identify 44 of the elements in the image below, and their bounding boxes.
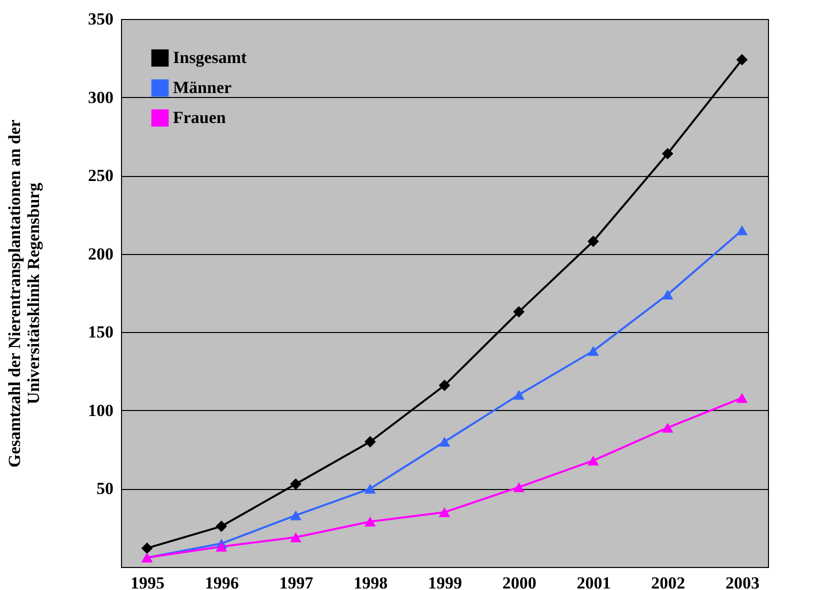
point bbox=[290, 532, 302, 542]
point bbox=[662, 290, 674, 300]
point bbox=[438, 507, 450, 518]
point bbox=[438, 380, 450, 392]
point bbox=[438, 436, 450, 447]
y-tick-label: 100 bbox=[88, 400, 114, 420]
x-tick-label: 1995 bbox=[130, 574, 165, 590]
point bbox=[513, 482, 525, 492]
x-tick-label: 2000 bbox=[502, 574, 536, 590]
x-tick-label: 1998 bbox=[354, 574, 388, 590]
y-tick-label: 150 bbox=[88, 322, 114, 342]
y-tick-label: 300 bbox=[88, 88, 114, 107]
point bbox=[364, 516, 376, 527]
y-tick-label: 350 bbox=[88, 10, 114, 28]
point bbox=[364, 436, 376, 448]
point bbox=[290, 478, 302, 490]
y-tick-label: 50 bbox=[96, 479, 114, 498]
point bbox=[662, 422, 674, 433]
x-tick-label: 1996 bbox=[204, 574, 239, 590]
y-axis-title: Gesamtzahl der Nierentransplantationen an der Universitätsklinik Regensburg bbox=[5, 119, 43, 468]
x-tick-label: 1997 bbox=[279, 574, 314, 590]
point bbox=[736, 54, 748, 66]
point bbox=[290, 510, 302, 520]
x-tick-label: 2002 bbox=[651, 574, 686, 590]
point bbox=[216, 520, 228, 532]
point bbox=[588, 456, 599, 466]
point bbox=[141, 542, 153, 554]
point bbox=[588, 236, 599, 248]
y-tick-label: 200 bbox=[88, 244, 114, 264]
point bbox=[662, 148, 674, 160]
y-tick-label: 250 bbox=[88, 166, 114, 186]
legend-label: Männer bbox=[173, 78, 232, 97]
point bbox=[513, 390, 525, 400]
legend-label: Frauen bbox=[173, 108, 226, 127]
x-tick-label: 2001 bbox=[576, 574, 611, 590]
point bbox=[216, 542, 228, 552]
x-tick-label: 1999 bbox=[428, 574, 462, 590]
point bbox=[588, 346, 599, 356]
point bbox=[513, 306, 525, 318]
legend-label: Insgesamt bbox=[173, 48, 248, 67]
point bbox=[736, 225, 748, 236]
point bbox=[364, 484, 376, 494]
x-tick-label: 2003 bbox=[725, 574, 760, 590]
point bbox=[736, 392, 748, 403]
